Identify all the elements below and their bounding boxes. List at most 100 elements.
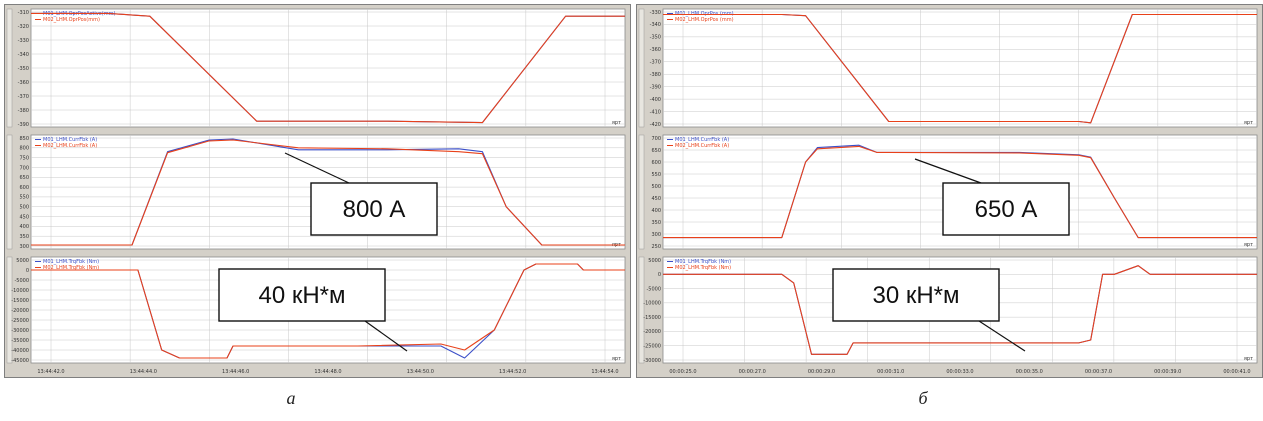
x-tick-label: 00:00:27.0 — [739, 369, 766, 375]
y-tick-label: -40000 — [11, 348, 29, 354]
y-tick-label: 650 — [19, 175, 29, 181]
y-tick-label: -35000 — [11, 338, 29, 344]
legend-entry: M02_LHM.OprPos(mm) — [43, 17, 100, 23]
y-tick-label: -360 — [650, 47, 661, 53]
scale-strip-position[interactable] — [6, 8, 13, 128]
y-tick-label: 600 — [19, 185, 29, 191]
y-tick-label: 450 — [19, 214, 29, 220]
x-tick-label: 13:44:54.0 — [591, 369, 618, 375]
chart-position: -330 -340 -350 -360 -370 -380 -390 -400 -410 -420… — [638, 8, 1258, 128]
x-tick-label: 13:44:42.0 — [37, 369, 64, 375]
y-tick-label: -5000 — [14, 278, 29, 284]
x-tick-label: 13:44:44.0 — [130, 369, 157, 375]
trend-panel-a: -310 -320 -330 -340 -350 -360 -370 -380 -390 ярт M… — [4, 4, 631, 378]
callout-leader — [284, 152, 350, 184]
y-tick-label: -330 — [18, 38, 29, 44]
y-tick-label: 350 — [651, 220, 661, 226]
y-tick-label: -380 — [650, 72, 661, 78]
callout-leader — [978, 320, 1026, 352]
y-tick-label: -10000 — [11, 288, 29, 294]
x-tick-label: 00:00:41.0 — [1223, 369, 1250, 375]
caption-b: б — [918, 388, 928, 408]
callout-leader — [914, 158, 982, 184]
x-tick-label: 00:00:33.0 — [946, 369, 973, 375]
y-tick-label: -350 — [650, 35, 661, 41]
scale-strip-torque[interactable] — [638, 256, 645, 364]
y-tick-label: 500 — [19, 205, 29, 211]
y-tick-label: -330 — [650, 10, 661, 16]
x-tick-label: 00:00:29.0 — [808, 369, 835, 375]
y-tick-label: -30000 — [643, 358, 661, 364]
x-tick-label: 13:44:48.0 — [314, 369, 341, 375]
x-tick-label: 00:00:39.0 — [1154, 369, 1181, 375]
y-tick-label: -15000 — [11, 298, 29, 304]
legend-entry: M01_LHM.CurrFbk (A) — [675, 137, 729, 143]
chart-position: -310 -320 -330 -340 -350 -360 -370 -380 -390 ярт M… — [6, 8, 626, 128]
callout-label: 800 А — [343, 196, 406, 223]
y-tick-label: -30000 — [11, 328, 29, 334]
y-tick-label: -380 — [18, 108, 29, 114]
scale-strip-torque[interactable] — [6, 256, 13, 364]
chart-torque: 5000 0 -5000 -10000 -15000 -20000 -25000 -30000… — [638, 256, 1258, 375]
y-tick-label: 700 — [19, 165, 29, 171]
scale-strip-current[interactable] — [638, 134, 645, 250]
y-tick-label: 300 — [19, 244, 29, 250]
y-tick-label: 600 — [651, 160, 661, 166]
legend-entry: M01_LHM.OprPosActive(mm) — [43, 11, 115, 17]
y-tick-label: 450 — [651, 196, 661, 202]
callout-label: 40 кН*м — [258, 282, 345, 309]
legend-entry: M01_LHM.CurrFbk (A) — [43, 137, 97, 143]
caption-a: а — [286, 388, 296, 408]
unit-tag: ярт — [612, 120, 621, 126]
scale-strip-position[interactable] — [638, 8, 645, 128]
y-tick-label: -370 — [650, 60, 661, 66]
y-tick-label: 550 — [651, 172, 661, 178]
y-tick-label: 800 — [19, 146, 29, 152]
chart-torque: 5000 0 -5000 -10000 -15000 -20000 -25000 -30000… — [6, 256, 626, 375]
callout-box — [218, 268, 386, 322]
y-tick-label: 5000 — [648, 258, 661, 264]
y-tick-label: -5000 — [646, 286, 661, 292]
series-line-red — [663, 13, 1257, 124]
x-tick-label: 00:00:35.0 — [1016, 369, 1043, 375]
legend-entry: M01_LHM.TrqFbk (Nm) — [675, 259, 731, 265]
y-tick-label: -360 — [18, 80, 29, 86]
y-tick-label: -20000 — [643, 329, 661, 335]
y-tick-label: -45000 — [11, 358, 29, 364]
legend-entry: M02_LHM.OprPos (mm) — [675, 17, 734, 23]
x-tick-label: 13:44:52.0 — [499, 369, 526, 375]
y-tick-label: -25000 — [11, 318, 29, 324]
y-tick-label: 400 — [651, 208, 661, 214]
y-tick-label: -10000 — [643, 301, 661, 307]
x-tick-label: 13:44:46.0 — [222, 369, 249, 375]
callout-leader — [364, 320, 408, 352]
y-tick-label: -25000 — [643, 344, 661, 350]
unit-tag: ярт — [1244, 242, 1253, 248]
y-tick-label: -390 — [18, 122, 29, 128]
unit-tag: ярт — [1244, 120, 1253, 126]
x-tick-label: 00:00:31.0 — [877, 369, 904, 375]
callout-box — [832, 268, 1000, 322]
y-tick-label: -310 — [18, 10, 29, 16]
series-line-red — [663, 145, 1257, 239]
y-tick-label: -20000 — [11, 308, 29, 314]
y-tick-label: 5000 — [16, 258, 29, 264]
y-tick-label: 0 — [658, 272, 661, 278]
y-tick-label: 500 — [651, 184, 661, 190]
y-tick-label: -420 — [650, 122, 661, 128]
y-tick-label: -400 — [650, 97, 661, 103]
unit-tag: ярт — [1244, 356, 1253, 362]
y-tick-label: 350 — [19, 234, 29, 240]
y-tick-label: 750 — [19, 155, 29, 161]
y-tick-label: -320 — [18, 24, 29, 30]
y-tick-label: -340 — [18, 52, 29, 58]
scale-strip-current[interactable] — [6, 134, 13, 250]
y-tick-label: -15000 — [643, 315, 661, 321]
y-tick-label: 300 — [651, 232, 661, 238]
y-tick-label: 650 — [651, 148, 661, 154]
y-tick-label: 400 — [19, 224, 29, 230]
plot-area-position — [662, 8, 1258, 128]
x-tick-label: 13:44:50.0 — [407, 369, 434, 375]
trend-panel-b: -330 -340 -350 -360 -370 -380 -390 -400 -410 -420… — [636, 4, 1263, 378]
